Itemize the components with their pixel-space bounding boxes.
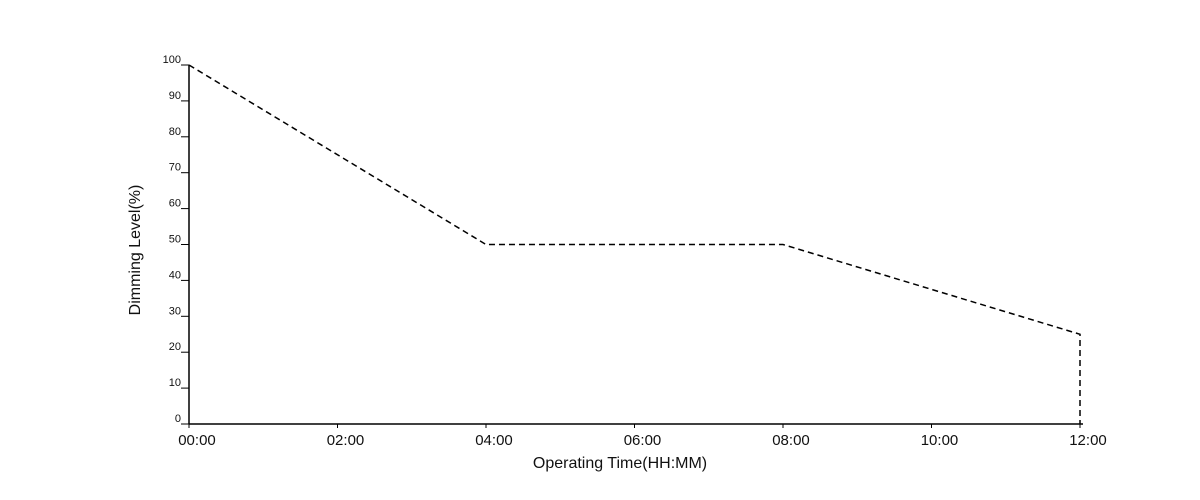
x-tick-label: 02:00 (327, 432, 365, 449)
y-tick-label: 70 (169, 162, 181, 174)
y-tick-label: 100 (163, 54, 181, 66)
x-axis-label: Operating Time(HH:MM) (533, 455, 707, 472)
x-tick-label: 00:00 (178, 432, 216, 449)
x-tick-label: 04:00 (475, 432, 513, 449)
x-tick-label: 08:00 (772, 432, 810, 449)
x-tick-label: 12:00 (1069, 432, 1107, 449)
y-axis-label: Dimming Level(%) (127, 185, 144, 316)
x-tick-label: 10:00 (921, 432, 959, 449)
x-tick-label: 06:00 (624, 432, 662, 449)
y-tick-label: 90 (169, 90, 181, 102)
y-tick-label: 40 (169, 269, 181, 281)
y-tick-label: 10 (169, 377, 181, 389)
y-tick-label: 60 (169, 198, 181, 210)
y-tick-label: 50 (169, 234, 181, 246)
y-tick-label: 30 (169, 305, 181, 317)
y-tick-label: 80 (169, 126, 181, 138)
data-line (188, 64, 1081, 424)
y-tick-label: 20 (169, 341, 181, 353)
y-tick-label: 0 (175, 413, 181, 425)
